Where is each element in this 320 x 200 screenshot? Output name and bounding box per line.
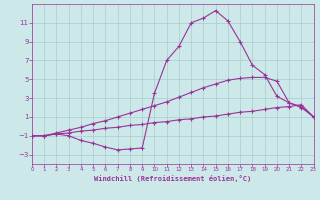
X-axis label: Windchill (Refroidissement éolien,°C): Windchill (Refroidissement éolien,°C) xyxy=(94,175,252,182)
